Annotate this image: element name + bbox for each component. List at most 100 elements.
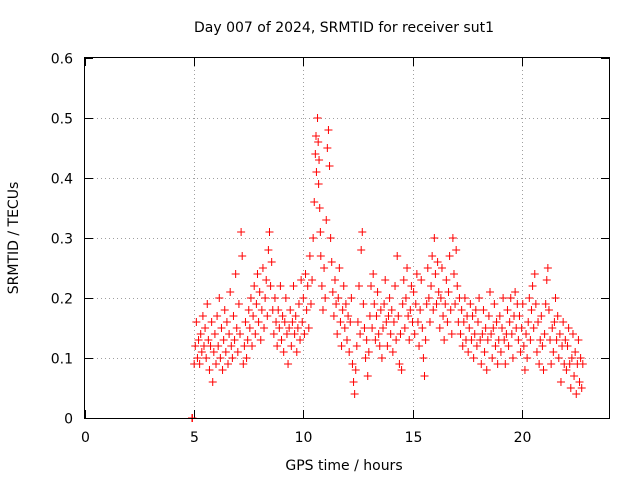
data-point	[345, 348, 354, 356]
data-point	[437, 264, 446, 272]
data-point	[330, 276, 339, 284]
data-point	[236, 330, 245, 338]
data-point	[578, 360, 587, 368]
data-point	[280, 318, 289, 326]
data-point	[225, 330, 234, 338]
data-point	[224, 360, 233, 368]
data-point	[486, 288, 495, 296]
data-point	[255, 288, 264, 296]
data-point	[304, 324, 313, 332]
data-point	[252, 300, 261, 308]
data-point	[407, 282, 416, 290]
data-point	[291, 312, 300, 320]
data-point	[488, 354, 497, 362]
data-point	[349, 378, 358, 386]
data-point	[267, 258, 276, 266]
y-tick-label: 0.6	[51, 52, 73, 68]
data-point	[245, 324, 254, 332]
data-point	[576, 354, 585, 362]
y-tick-label: 0.3	[51, 232, 73, 248]
y-axis-label: SRMTID / TECUs	[6, 182, 22, 295]
data-point	[375, 342, 384, 350]
data-point	[384, 312, 393, 320]
data-point	[350, 390, 359, 398]
data-point	[575, 378, 584, 386]
data-point	[561, 336, 570, 344]
data-point	[448, 234, 457, 242]
data-point	[396, 330, 405, 338]
data-point	[213, 312, 222, 320]
y-tick-label: 0.4	[51, 172, 73, 188]
x-tick-label: 10	[295, 430, 313, 446]
data-point	[548, 324, 557, 332]
data-point	[504, 342, 513, 350]
data-point	[554, 354, 563, 362]
data-point	[477, 360, 486, 368]
data-point	[538, 342, 547, 350]
data-point	[275, 324, 284, 332]
data-point	[571, 348, 580, 356]
data-point	[444, 288, 453, 296]
data-point	[346, 318, 355, 326]
data-point	[288, 318, 297, 326]
data-point	[233, 348, 242, 356]
data-point	[230, 336, 239, 344]
data-point	[286, 306, 295, 314]
data-point	[203, 300, 212, 308]
data-point	[427, 282, 436, 290]
data-point	[198, 312, 207, 320]
data-point	[196, 330, 205, 338]
data-point	[308, 276, 317, 284]
data-point	[453, 282, 462, 290]
data-point	[443, 318, 452, 326]
data-point	[210, 330, 219, 338]
data-point	[334, 294, 343, 302]
data-point	[431, 270, 440, 278]
data-point	[195, 360, 204, 368]
data-point	[314, 138, 323, 146]
data-point	[209, 348, 218, 356]
data-point	[262, 276, 271, 284]
data-point	[263, 312, 272, 320]
data-point	[469, 354, 478, 362]
data-point	[344, 312, 353, 320]
data-point	[313, 114, 322, 122]
data-point	[376, 306, 385, 314]
data-point	[472, 342, 481, 350]
data-point	[430, 234, 439, 242]
data-point	[292, 348, 301, 356]
data-point	[563, 342, 572, 350]
data-point	[228, 354, 237, 362]
data-point	[404, 312, 413, 320]
data-point	[381, 276, 390, 284]
data-point	[551, 294, 560, 302]
data-point	[393, 252, 402, 260]
data-point	[542, 276, 551, 284]
data-point	[411, 300, 420, 308]
data-point	[500, 336, 509, 344]
data-point	[299, 294, 308, 302]
data-point	[336, 318, 345, 326]
data-point	[278, 312, 287, 320]
data-point	[459, 318, 468, 326]
data-point	[234, 300, 243, 308]
data-point	[260, 324, 269, 332]
data-point	[204, 336, 213, 344]
data-point	[242, 354, 251, 362]
data-point	[277, 336, 286, 344]
data-point	[446, 306, 455, 314]
data-point	[389, 318, 398, 326]
data-point	[302, 306, 311, 314]
data-point	[348, 360, 357, 368]
data-point	[193, 354, 202, 362]
data-point	[401, 294, 410, 302]
data-point	[326, 234, 335, 242]
data-point	[570, 372, 579, 380]
data-point	[519, 342, 528, 350]
data-point	[506, 294, 515, 302]
data-point	[356, 330, 365, 338]
data-point	[310, 198, 319, 206]
data-point	[256, 336, 265, 344]
data-point	[368, 324, 377, 332]
data-point	[568, 330, 577, 338]
